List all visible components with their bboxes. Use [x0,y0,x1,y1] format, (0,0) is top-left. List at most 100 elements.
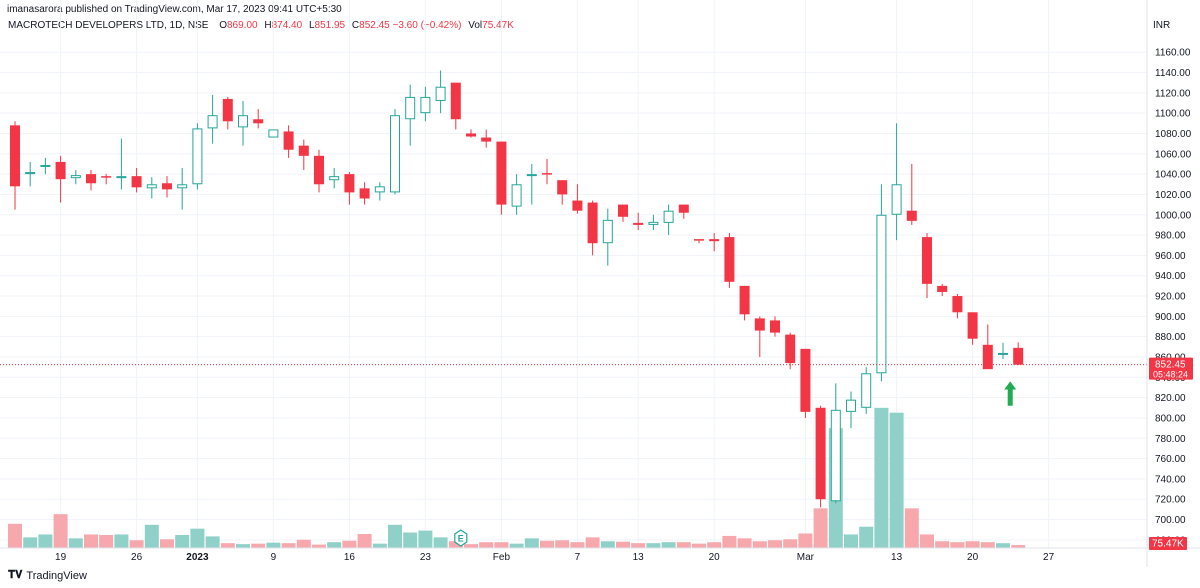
candle-body[interactable] [952,296,963,313]
candle-body[interactable] [374,186,385,193]
candle-body[interactable] [40,164,51,167]
candle-body[interactable] [937,285,948,292]
x-tick-label: 13 [633,552,645,563]
candle-body[interactable] [526,174,537,177]
candle-body[interactable] [314,155,324,185]
symbol-name[interactable]: MACROTECH DEVELOPERS LTD, 1D, NSE [8,20,209,31]
volume-bar [23,537,38,548]
candle-body[interactable] [253,119,264,124]
y-tick-label: 800.00 [1155,413,1186,424]
volume-bar [312,544,326,548]
candle-body[interactable] [602,219,613,244]
tradingview-brand[interactable]: 𝐓𝐕 TradingView [8,569,87,582]
candle-body[interactable] [815,407,826,500]
volume-bar [509,543,524,548]
candle-body[interactable] [268,129,279,138]
candle-body[interactable] [967,312,978,339]
candle-body[interactable] [481,137,492,142]
candle-body[interactable] [298,145,309,156]
candle-body[interactable] [55,161,66,180]
candle-body[interactable] [754,318,765,331]
volume-bar [676,542,691,548]
candle-body[interactable] [876,214,887,374]
volume-bar [205,536,220,548]
volume-bar [220,543,235,548]
candle-body[interactable] [10,125,20,187]
candle-body[interactable] [86,174,96,184]
low-label: L [308,20,315,31]
candle-body[interactable] [511,184,522,207]
candle-body[interactable] [542,173,552,175]
candle-body[interactable] [587,202,598,244]
candle-body[interactable] [344,174,355,193]
candle-body[interactable] [694,239,704,241]
y-tick-label: 1020.00 [1155,190,1192,201]
candle-body[interactable] [922,237,932,284]
x-tick-label: 13 [891,552,903,563]
candle-body[interactable] [405,96,416,120]
candle-body[interactable] [450,82,461,120]
candle-body[interactable] [770,320,780,333]
volume-bar [1011,545,1026,548]
x-tick-label: 26 [131,552,143,563]
candle-body[interactable] [633,222,644,225]
candle-body[interactable] [891,184,902,215]
candle-body[interactable] [238,115,248,128]
candle-body[interactable] [906,210,917,221]
x-tick-label: 7 [575,552,581,563]
candle-body[interactable] [800,348,811,412]
candle-body[interactable] [435,86,446,101]
candle-body[interactable] [70,175,81,179]
candle-body[interactable] [830,409,841,502]
candle-body[interactable] [222,98,233,122]
volume-tag [1149,537,1187,550]
candle-body[interactable] [162,183,172,190]
volume-bar [99,534,114,548]
volume-bar [585,537,600,548]
candle-body[interactable] [982,344,993,370]
volume-bar [129,540,144,548]
candle-body[interactable] [466,133,476,137]
candle-body[interactable] [283,131,294,150]
candle-body[interactable] [648,221,659,225]
candle-body[interactable] [207,115,218,129]
candle-body[interactable] [709,239,720,242]
candle-body[interactable] [329,176,340,181]
candle-body[interactable] [1013,347,1024,365]
candle-body[interactable] [420,96,431,114]
candle-body[interactable] [663,210,674,223]
y-tick-label: 760.00 [1155,454,1186,465]
volume-bar [53,514,68,548]
y-tick-label: 1080.00 [1155,129,1192,140]
candle-body[interactable] [131,176,142,188]
candle-body[interactable] [861,373,872,408]
volume-bar [540,540,554,548]
y-tick-label: 880.00 [1155,332,1186,343]
volume-bar [813,508,828,548]
candle-body[interactable] [496,141,507,205]
candle-body[interactable] [192,128,203,185]
candle-body[interactable] [101,176,112,178]
candle-body[interactable] [572,200,583,211]
volume-bar [722,535,737,548]
candle-body[interactable] [146,184,157,189]
volume-label: Vol [468,20,483,31]
candle-body[interactable] [557,180,568,195]
close-label: C [351,20,360,31]
x-tick-label: 27 [1043,552,1055,563]
candle-body[interactable] [785,334,796,364]
candle-body[interactable] [678,204,689,213]
candle-body[interactable] [724,237,735,282]
candle-body[interactable] [618,204,628,217]
candle-body[interactable] [846,399,856,412]
candle-body[interactable] [739,285,750,315]
candle-body[interactable] [177,184,188,189]
candle-body[interactable] [116,176,127,179]
candle-body[interactable] [998,352,1008,355]
earnings-event-icon[interactable] [454,529,468,547]
candle-body[interactable] [359,188,370,199]
candle-body[interactable] [390,115,400,193]
candle-body[interactable] [25,172,36,175]
y-tick-label: 1040.00 [1155,170,1192,181]
